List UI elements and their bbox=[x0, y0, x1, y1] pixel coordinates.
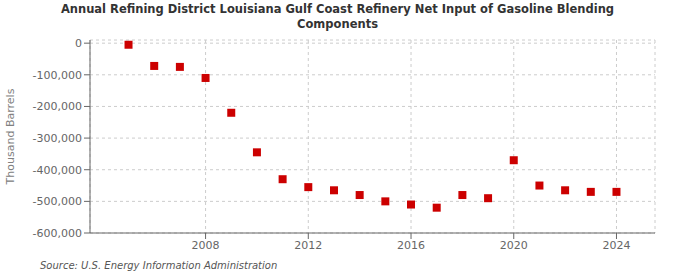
svg-text:-100,000: -100,000 bbox=[33, 69, 82, 82]
svg-text:-400,000: -400,000 bbox=[33, 164, 82, 177]
svg-text:-600,000: -600,000 bbox=[33, 227, 82, 240]
svg-text:2008: 2008 bbox=[192, 239, 220, 252]
svg-text:2020: 2020 bbox=[500, 239, 528, 252]
html-text:Source: U.S. Energy Informatio: Source: U.S. Energy Information Administ… bbox=[40, 260, 278, 271]
svg-text:2016: 2016 bbox=[397, 239, 425, 252]
svg-text:-500,000: -500,000 bbox=[33, 195, 82, 208]
svg-text:2012: 2012 bbox=[294, 239, 322, 252]
svg-text:2024: 2024 bbox=[602, 239, 630, 252]
html-text:Annual Refining District Louis: Annual Refining District Louisiana Gulf … bbox=[60, 2, 615, 31]
svg-text:Thousand Barrels: Thousand Barrels bbox=[8, 88, 17, 185]
svg-text:-300,000: -300,000 bbox=[33, 132, 82, 145]
svg-text:0: 0 bbox=[75, 37, 82, 50]
svg-text:-200,000: -200,000 bbox=[33, 100, 82, 113]
